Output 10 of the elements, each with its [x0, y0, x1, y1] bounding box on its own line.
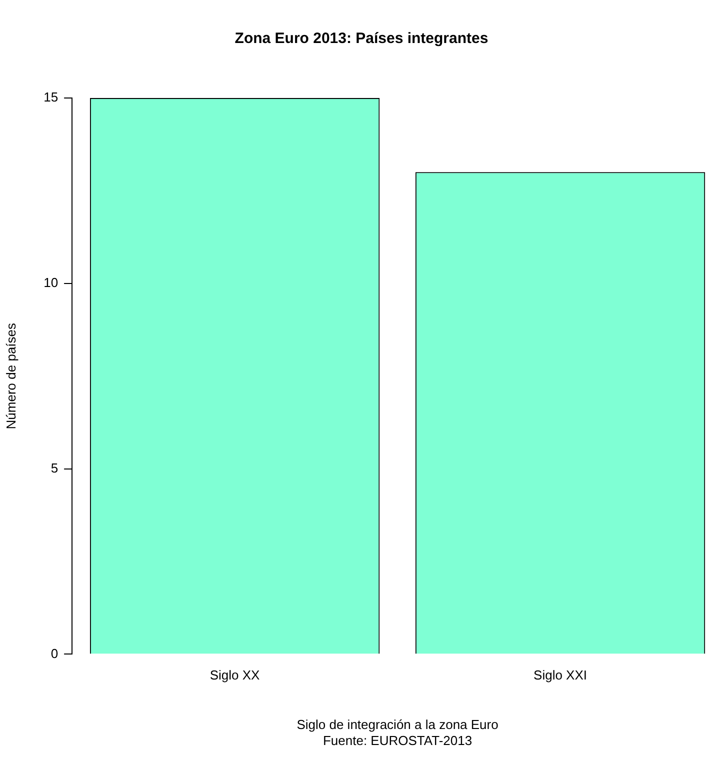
source-note: Fuente: EUROSTAT-2013: [322, 732, 472, 748]
x-tick-label: Siglo XXI: [534, 668, 588, 683]
x-tick-label: Siglo XX: [210, 668, 260, 683]
y-tick-label: 0: [50, 646, 58, 661]
y-tick-label: 5: [50, 460, 58, 476]
y-tick-label: 15: [44, 90, 58, 105]
x-axis-title: Siglo de integración a la zona Euro: [296, 717, 498, 732]
chart-title: Zona Euro 2013: Países integrantes: [234, 30, 488, 48]
y-tick-label: 10: [44, 274, 58, 290]
y-axis-title: Número de países: [3, 322, 18, 430]
